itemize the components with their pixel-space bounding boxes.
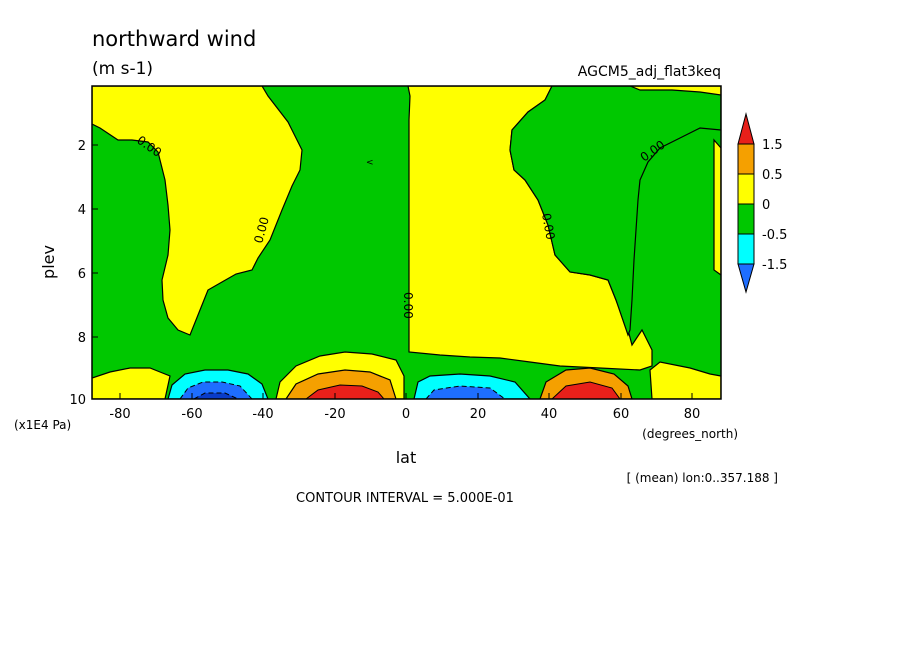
contour-label: 0.00 <box>251 215 271 244</box>
y-tick-label: 6 <box>78 267 86 282</box>
colorbar-green <box>737 203 755 235</box>
colorbar-label: -0.5 <box>762 228 787 243</box>
x-tick-label: -80 <box>109 407 130 422</box>
x-axis-label: lat <box>396 448 417 467</box>
x-tick-label: 80 <box>684 407 701 422</box>
x-tick-label: -20 <box>324 407 345 422</box>
region-yellow-nh-low <box>649 361 721 399</box>
small-mark: < <box>366 158 374 168</box>
colorbar-yellow <box>737 173 755 205</box>
x-tick-label: -60 <box>181 407 202 422</box>
x-tick-label: 40 <box>541 407 558 422</box>
x-axis-units: (degrees_north) <box>642 427 738 441</box>
colorbar-label: 0 <box>762 198 770 213</box>
y-tick-label: 2 <box>78 139 86 154</box>
min-darkblue-sh <box>193 392 239 399</box>
x-ticks <box>119 393 693 399</box>
y-ticks <box>92 144 98 400</box>
contour-label: 0.00 <box>539 212 557 241</box>
colorbar-bottom-triangle <box>737 263 755 294</box>
region-green-nh <box>509 86 721 337</box>
colorbar-orange <box>737 143 755 175</box>
chart-units: (m s-1) <box>92 59 153 79</box>
min-blue-sh <box>179 381 253 399</box>
contour-interval: CONTOUR INTERVAL = 5.000E-01 <box>296 491 514 506</box>
x-tick-label: -40 <box>252 407 273 422</box>
contour-label: 0.00 <box>401 292 415 319</box>
y-tick-labels: 2 4 6 8 10 <box>69 139 86 408</box>
region-yellow-sh-low <box>92 367 171 399</box>
region-yellow-sh <box>92 86 303 336</box>
max-red-nh <box>551 381 621 399</box>
y-tick-label: 8 <box>78 331 86 346</box>
colorbar-label: 1.5 <box>762 138 783 153</box>
contour-fill <box>92 86 721 399</box>
y-tick-label: 4 <box>78 203 86 218</box>
colorbar-top-triangle <box>737 112 755 145</box>
experiment-label: AGCM5_adj_flat3keq <box>578 64 721 80</box>
y-axis-units: (x1E4 Pa) <box>14 418 71 432</box>
x-tick-label: 60 <box>613 407 630 422</box>
colorbar-labels: 1.5 0.5 0 -0.5 -1.5 <box>762 138 787 273</box>
region-yellow-right-edge <box>713 138 721 276</box>
colorbar-label: -1.5 <box>762 258 787 273</box>
colorbar <box>737 112 755 294</box>
colorbar-label: 0.5 <box>762 168 783 183</box>
region-yellow-pole-nh <box>629 86 721 96</box>
y-axis-label: plev <box>39 245 58 279</box>
min-blue-nh <box>425 385 506 399</box>
max-red-sh <box>305 384 385 399</box>
x-tick-label: 0 <box>402 407 410 422</box>
chart-title: northward wind <box>92 27 256 51</box>
y-tick-label: 10 <box>69 393 86 408</box>
x-tick-labels: -80 -60 -40 -20 0 20 40 60 80 <box>109 407 700 422</box>
x-tick-label: 20 <box>470 407 487 422</box>
mean-note: [ (mean) lon:0..357.188 ] <box>627 471 778 485</box>
colorbar-cyan <box>737 233 755 265</box>
